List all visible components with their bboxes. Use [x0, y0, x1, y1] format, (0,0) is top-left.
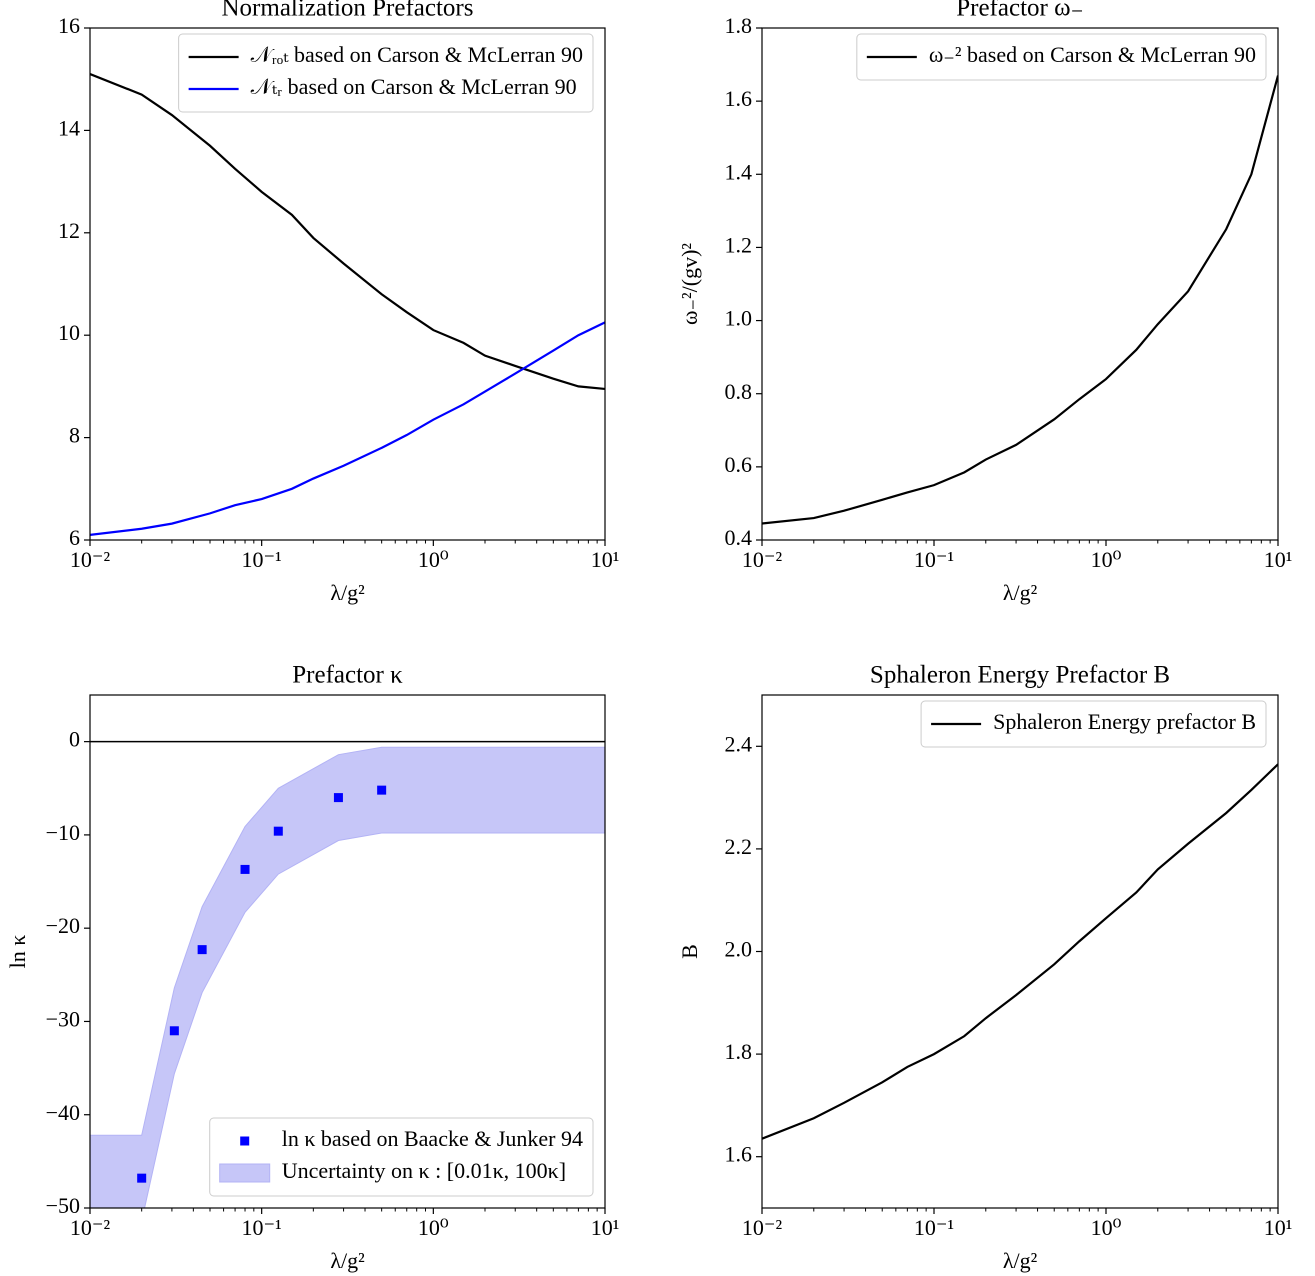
x-tick-label: 10⁻¹ — [242, 547, 282, 572]
x-tick-label: 10⁻¹ — [242, 1215, 282, 1240]
y-axis-label: ln κ — [5, 935, 30, 969]
y-tick-label: −40 — [46, 1100, 80, 1125]
data-point — [169, 1026, 179, 1036]
y-tick-label: 1.6 — [725, 1142, 753, 1167]
y-tick-label: 1.0 — [725, 306, 753, 331]
uncertainty-band — [90, 746, 605, 1208]
data-point — [240, 864, 250, 874]
legend-frame — [209, 1117, 594, 1197]
data-line — [90, 321, 605, 536]
data-line — [762, 763, 1278, 1140]
x-tick-label: 10⁻² — [70, 1215, 111, 1240]
plot-area — [762, 763, 1278, 1140]
legend-frame — [856, 33, 1267, 81]
y-tick-label: 1.8 — [725, 13, 753, 38]
legend: 𝒩ᵣₒₜ based on Carson & McLerran 90 𝒩ₜᵣ ba… — [178, 33, 594, 113]
y-tick-label: 0.6 — [725, 452, 753, 477]
x-axis-label: λ/g² — [330, 1248, 365, 1273]
x-tick-label: 10¹ — [1264, 547, 1293, 572]
y-tick-label: 2.0 — [725, 937, 753, 962]
x-tick-label: 10⁻¹ — [914, 1215, 954, 1240]
legend-label: 𝒩ᵣₒₜ based on Carson & McLerran 90 — [251, 42, 583, 67]
legend: ln κ based on Baacke & Junker 94 Uncertai… — [209, 1117, 594, 1197]
y-tick-label: 8 — [69, 423, 80, 448]
data-point — [273, 826, 283, 836]
chart-panel: Normalization Prefactors 10⁻² 10⁻¹ 10⁰ 10¹ 6 8… — [58, 0, 619, 605]
chart-panel: Sphaleron Energy Prefactor B 10⁻² 10⁻¹ 10⁰ 1… — [677, 662, 1292, 1273]
chart-title: Sphaleron Energy Prefactor B — [870, 662, 1170, 689]
y-tick-label: 2.4 — [725, 731, 753, 756]
legend-label: ln κ based on Baacke & Junker 94 — [282, 1126, 583, 1151]
data-point — [137, 1173, 147, 1183]
legend-label: ω₋² based on Carson & McLerran 90 — [929, 42, 1256, 67]
plot-area — [90, 73, 605, 536]
x-tick-label: 10⁰ — [1091, 1215, 1122, 1240]
x-axis-label: λ/g² — [330, 580, 365, 605]
plot-frame — [761, 694, 1279, 1209]
y-tick-label: 12 — [58, 218, 80, 243]
data-point — [377, 785, 387, 795]
x-tick-label: 10¹ — [591, 547, 620, 572]
y-tick-label: 10 — [58, 320, 80, 345]
y-tick-label: 6 — [69, 525, 80, 550]
y-tick-label: 1.6 — [725, 86, 753, 111]
data-line — [90, 73, 605, 391]
x-tick-label: 10⁰ — [418, 547, 449, 572]
y-axis-label: B — [677, 944, 702, 959]
legend-label: Sphaleron Energy prefactor B — [993, 709, 1256, 734]
x-tick-label: 10⁻² — [742, 1215, 783, 1240]
plot-frame — [89, 694, 606, 1209]
legend: ω₋² based on Carson & McLerran 90 — [856, 33, 1267, 81]
legend-swatch — [219, 1163, 271, 1183]
legend-frame — [178, 33, 594, 113]
x-tick-label: 10⁻² — [70, 547, 111, 572]
legend-label: 𝒩ₜᵣ based on Carson & McLerran 90 — [251, 74, 577, 99]
data-point — [197, 945, 207, 955]
x-tick-label: 10¹ — [1264, 1215, 1293, 1240]
y-tick-label: 16 — [58, 13, 80, 38]
x-axis-label: λ/g² — [1003, 1248, 1038, 1273]
y-tick-label: −10 — [46, 820, 80, 845]
plot-area — [90, 740, 605, 1208]
plot-frame — [89, 27, 606, 541]
chart-panel: Prefactor κ 10⁻² 10⁻¹ 10⁰ 10¹ −50 −40 −30 −20 −10… — [5, 662, 619, 1273]
y-tick-label: 14 — [58, 115, 80, 140]
plot-frame — [761, 27, 1279, 541]
x-tick-label: 10⁻² — [742, 547, 783, 572]
y-tick-label: −30 — [46, 1007, 80, 1032]
y-tick-label: 0 — [69, 727, 80, 752]
legend-frame — [920, 700, 1267, 748]
x-tick-label: 10⁰ — [1091, 547, 1122, 572]
y-tick-label: 1.4 — [725, 159, 753, 184]
y-tick-label: −20 — [46, 913, 80, 938]
data-point — [333, 793, 343, 803]
chart-panel: Prefactor ω₋ 10⁻² 10⁻¹ 10⁰ 10¹ 0.4 0.6 0.8 1.0 1.… — [677, 0, 1292, 605]
y-tick-label: 1.2 — [725, 232, 753, 257]
y-tick-label: 2.2 — [725, 834, 753, 859]
y-tick-label: 0.8 — [725, 379, 753, 404]
chart-title: Normalization Prefactors — [222, 0, 474, 22]
chart-title: Prefactor κ — [292, 662, 403, 689]
y-tick-label: 1.8 — [725, 1039, 753, 1064]
y-tick-label: 0.4 — [725, 525, 753, 550]
x-axis-label: λ/g² — [1003, 580, 1038, 605]
legend: Sphaleron Energy prefactor B — [920, 700, 1267, 748]
x-tick-label: 10⁰ — [418, 1215, 449, 1240]
x-tick-label: 10⁻¹ — [914, 547, 954, 572]
legend-swatch — [240, 1136, 250, 1146]
chart-title: Prefactor ω₋ — [956, 0, 1084, 22]
legend-label: Uncertainty on κ : [0.01κ, 100κ] — [282, 1158, 566, 1183]
y-tick-label: −50 — [46, 1193, 80, 1218]
data-line — [762, 75, 1278, 525]
y-axis-label: ω₋²/(gv)² — [677, 243, 702, 325]
plot-area — [762, 75, 1278, 525]
x-tick-label: 10¹ — [591, 1215, 620, 1240]
